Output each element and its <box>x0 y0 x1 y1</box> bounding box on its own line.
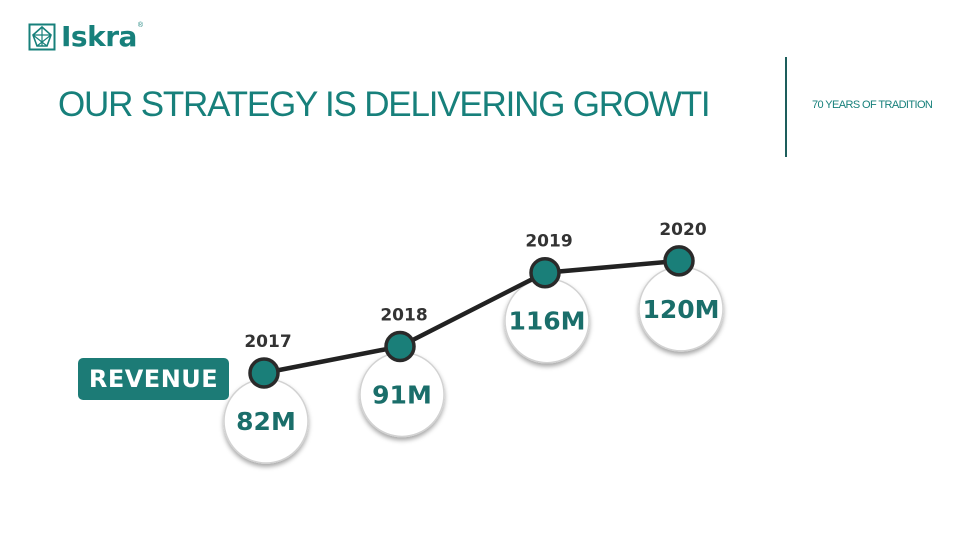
page-title: OUR STRATEGY IS DELIVERING GROWTI <box>58 85 711 124</box>
data-point-2017 <box>248 357 280 389</box>
revenue-badge: REVENUE <box>78 358 229 400</box>
data-point-2018 <box>384 330 416 363</box>
year-label-2018: 2018 <box>380 305 427 325</box>
data-point-2020 <box>663 245 695 277</box>
year-label-2019: 2019 <box>525 232 572 252</box>
iskra-logo: Iskra ® <box>28 20 143 54</box>
value-label-2017: 82M <box>236 407 296 436</box>
value-label-2019: 116M <box>508 307 585 336</box>
revenue-line <box>261 258 682 376</box>
year-label-2020: 2020 <box>659 220 706 240</box>
logo-wordmark: Iskra <box>61 20 137 53</box>
registered-mark: ® <box>137 22 144 29</box>
data-point-2019 <box>529 256 561 289</box>
year-label-2017: 2017 <box>244 332 291 352</box>
iskra-emblem-icon <box>28 23 56 51</box>
value-label-2020: 120M <box>642 295 719 324</box>
header-divider <box>785 57 787 157</box>
value-label-2018: 91M <box>372 380 432 409</box>
tagline: 70 YEARS OF TRADITION <box>812 99 933 111</box>
